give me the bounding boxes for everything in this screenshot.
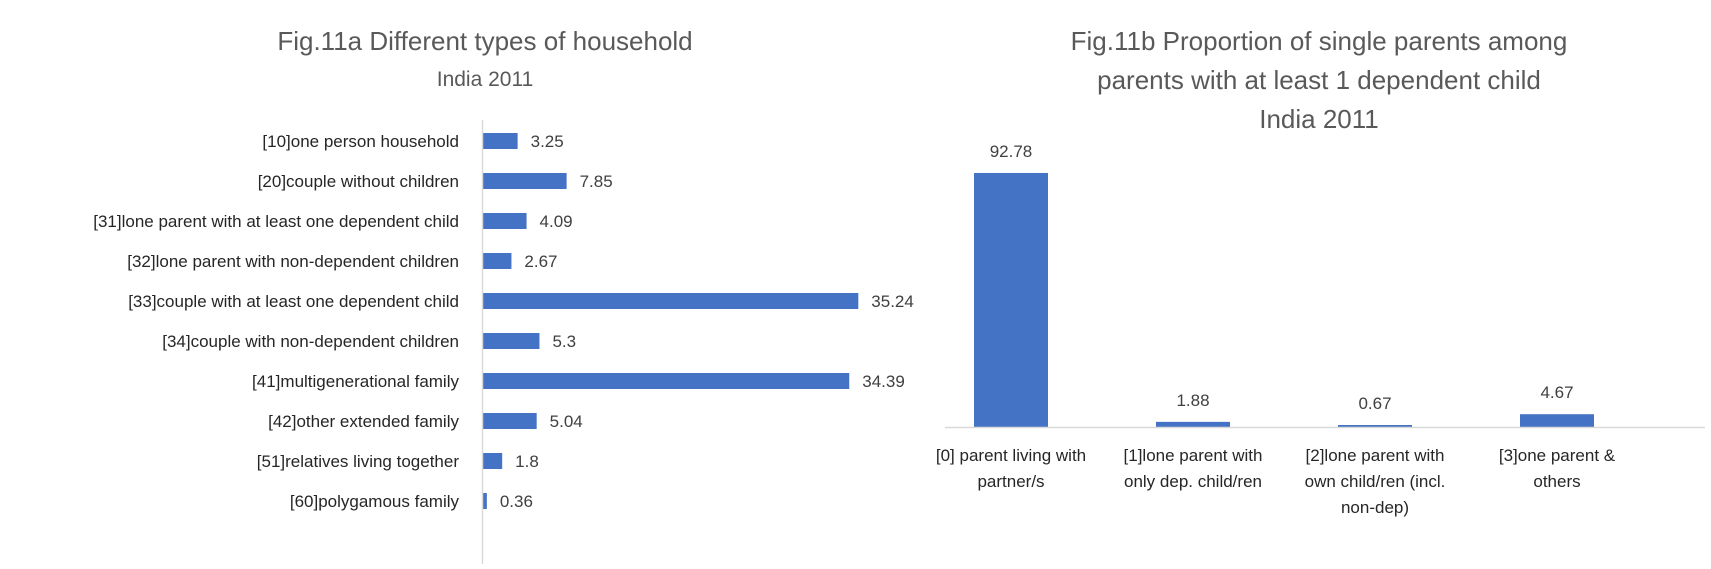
chart-a-bar xyxy=(483,253,512,269)
single-parents-chart: Fig.11b Proportion of single parents amo… xyxy=(936,26,1705,517)
chart-a-data-label: 3.25 xyxy=(531,132,564,151)
household-types-chart: Fig.11a Different types of household Ind… xyxy=(93,26,914,564)
chart-b-category-label: partner/s xyxy=(977,472,1044,491)
chart-a-data-label: 2.67 xyxy=(524,252,557,271)
chart-a-bars xyxy=(483,133,859,509)
chart-a-bar xyxy=(483,373,850,389)
chart-a-category-label: [10]one person household xyxy=(262,132,459,151)
chart-a-data-label: 7.85 xyxy=(580,172,613,191)
chart-a-category-label: [51]relatives living together xyxy=(257,452,460,471)
chart-a-data-label: 4.09 xyxy=(540,212,573,231)
chart-a-category-label: [60]polygamous family xyxy=(290,492,460,511)
chart-a-bar xyxy=(483,453,503,469)
chart-a-data-label: 34.39 xyxy=(862,372,905,391)
chart-b-bars xyxy=(974,172,1594,427)
chart-b-title-line-3: India 2011 xyxy=(1259,104,1379,134)
chart-b-data-label: 0.67 xyxy=(1358,394,1391,413)
chart-b-category-label: others xyxy=(1533,472,1580,491)
chart-a-bar xyxy=(483,333,540,349)
chart-b-category-labels: [0] parent living with partner/s [1]lone p… xyxy=(936,446,1616,517)
chart-a-category-label: [31]lone parent with at least one depend… xyxy=(93,212,459,231)
chart-a-category-label: [33]couple with at least one dependent c… xyxy=(128,292,459,311)
chart-b-bar xyxy=(1156,421,1230,427)
chart-b-category-label: [3]one parent & xyxy=(1499,446,1616,465)
chart-a-category-label: [34]couple with non-dependent children xyxy=(162,332,459,351)
chart-b-title-line-2: parents with at least 1 dependent child xyxy=(1097,65,1541,95)
chart-b-category-label: non-dep) xyxy=(1341,498,1409,517)
chart-b-bar xyxy=(974,172,1048,427)
chart-a-category-label: [32]lone parent with non-dependent child… xyxy=(127,252,459,271)
chart-b-category-label: own child/ren (incl. xyxy=(1305,472,1446,491)
chart-b-data-labels: 92.78 1.88 0.67 4.67 xyxy=(990,142,1574,413)
chart-b-category-label: [2]lone parent with xyxy=(1306,446,1445,465)
chart-b-category-label: only dep. child/ren xyxy=(1124,472,1262,491)
chart-a-bar xyxy=(483,413,537,429)
chart-a-category-labels: [10]one person household [20]couple witho… xyxy=(93,132,459,511)
chart-a-subtitle: India 2011 xyxy=(437,68,534,91)
chart-a-category-label: [20]couple without children xyxy=(258,172,459,191)
chart-b-bar xyxy=(1520,414,1594,427)
chart-a-data-label: 1.8 xyxy=(515,452,539,471)
chart-a-data-label: 5.04 xyxy=(550,412,583,431)
chart-b-data-label: 92.78 xyxy=(990,142,1033,161)
chart-a-data-label: 5.3 xyxy=(552,332,576,351)
chart-a-category-label: [42]other extended family xyxy=(268,412,459,431)
chart-b-data-label: 1.88 xyxy=(1176,391,1209,410)
chart-a-category-label: [41]multigenerational family xyxy=(252,372,459,391)
chart-b-data-label: 4.67 xyxy=(1540,383,1573,402)
chart-a-title: Fig.11a Different types of household xyxy=(277,26,692,56)
chart-a-bar xyxy=(483,493,487,509)
chart-a-data-labels: 3.25 7.85 4.09 2.67 35.24 5.3 34.39 5.04 1.8 0.36 xyxy=(500,132,914,511)
chart-b-category-label: [0] parent living with xyxy=(936,446,1086,465)
chart-b-category-label: [1]lone parent with xyxy=(1124,446,1263,465)
chart-a-bar xyxy=(483,213,527,229)
chart-a-data-label: 0.36 xyxy=(500,492,533,511)
chart-a-bar xyxy=(483,133,518,149)
chart-a-data-label: 35.24 xyxy=(871,292,914,311)
chart-b-bar xyxy=(1338,425,1412,427)
chart-a-bar xyxy=(483,293,859,309)
chart-b-title-line-1: Fig.11b Proportion of single parents amo… xyxy=(1071,26,1568,56)
chart-a-bar xyxy=(483,173,567,189)
